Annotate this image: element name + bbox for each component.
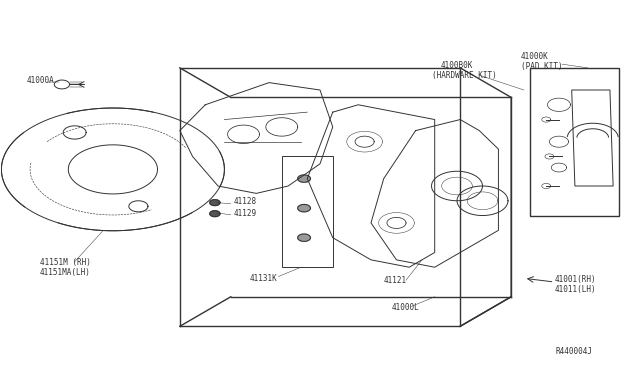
- Text: 41000K: 41000K: [521, 52, 548, 61]
- Text: 41151M (RH): 41151M (RH): [40, 259, 90, 267]
- Text: (HARDWARE KIT): (HARDWARE KIT): [431, 71, 496, 80]
- Text: R440004J: R440004J: [556, 347, 593, 356]
- Text: 41131K: 41131K: [250, 274, 278, 283]
- Polygon shape: [210, 211, 220, 217]
- Polygon shape: [210, 200, 220, 206]
- Text: 41151MA(LH): 41151MA(LH): [40, 268, 90, 278]
- Polygon shape: [298, 234, 310, 241]
- Text: 41001(RH): 41001(RH): [554, 275, 596, 284]
- Text: 41121: 41121: [384, 276, 407, 285]
- Text: 41011(LH): 41011(LH): [554, 285, 596, 294]
- Text: 41000L: 41000L: [392, 304, 419, 312]
- Text: 41128: 41128: [234, 198, 257, 206]
- Polygon shape: [298, 175, 310, 182]
- Text: 41129: 41129: [234, 209, 257, 218]
- Text: 41000A: 41000A: [27, 76, 54, 84]
- Text: (PAD KIT): (PAD KIT): [521, 62, 563, 71]
- Polygon shape: [298, 205, 310, 212]
- Text: 4100B0K: 4100B0K: [441, 61, 474, 70]
